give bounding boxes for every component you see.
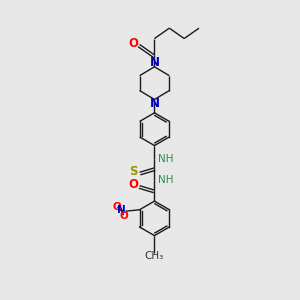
Text: O: O [113,202,122,212]
Text: S: S [129,165,138,178]
Text: NH: NH [158,175,173,185]
Text: O: O [120,211,128,221]
Text: N: N [149,56,160,69]
Text: NH: NH [158,154,173,164]
Text: N: N [149,97,160,110]
Text: O: O [128,178,138,191]
Text: O: O [128,37,138,50]
Text: CH₃: CH₃ [145,250,164,260]
Text: N: N [117,205,125,215]
